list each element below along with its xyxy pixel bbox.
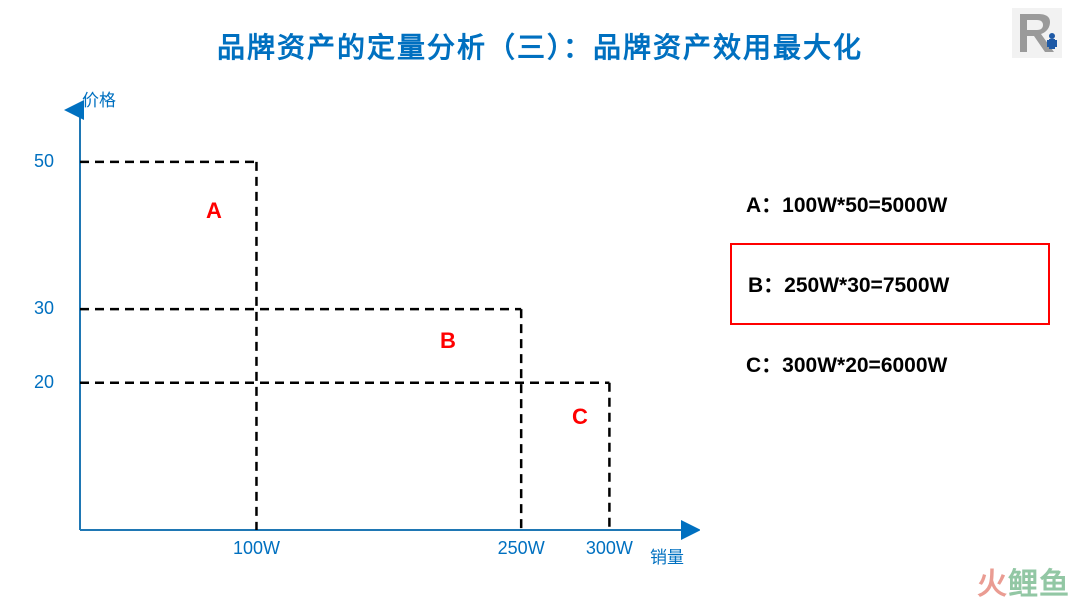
equation-c: C：300W*20=6000W bbox=[730, 325, 1050, 403]
x-tick: 300W bbox=[586, 538, 633, 559]
watermark: 火鲤鱼 bbox=[977, 559, 1070, 603]
equation-list: A：100W*50=5000WB：250W*30=7500WC：300W*20=… bbox=[730, 165, 1050, 403]
region-label-a: A bbox=[206, 198, 222, 224]
x-axis-title: 销量 bbox=[650, 543, 684, 568]
region-label-c: C bbox=[572, 404, 588, 430]
y-axis-title: 价格 bbox=[82, 86, 116, 111]
price-sales-chart: 价格 销量 503020 100W250W300W ABC bbox=[60, 100, 700, 560]
equation-a: A：100W*50=5000W bbox=[730, 165, 1050, 243]
y-tick: 50 bbox=[14, 151, 54, 172]
page-title: 品牌资产的定量分析（三）：品牌资产效用最大化 bbox=[0, 26, 1080, 66]
company-logo bbox=[1012, 8, 1062, 58]
equation-b: B：250W*30=7500W bbox=[730, 243, 1050, 325]
x-tick: 100W bbox=[233, 538, 280, 559]
y-tick: 20 bbox=[14, 372, 54, 393]
step-lines bbox=[80, 162, 609, 530]
y-tick: 30 bbox=[14, 298, 54, 319]
region-label-b: B bbox=[440, 328, 456, 354]
x-tick: 250W bbox=[498, 538, 545, 559]
